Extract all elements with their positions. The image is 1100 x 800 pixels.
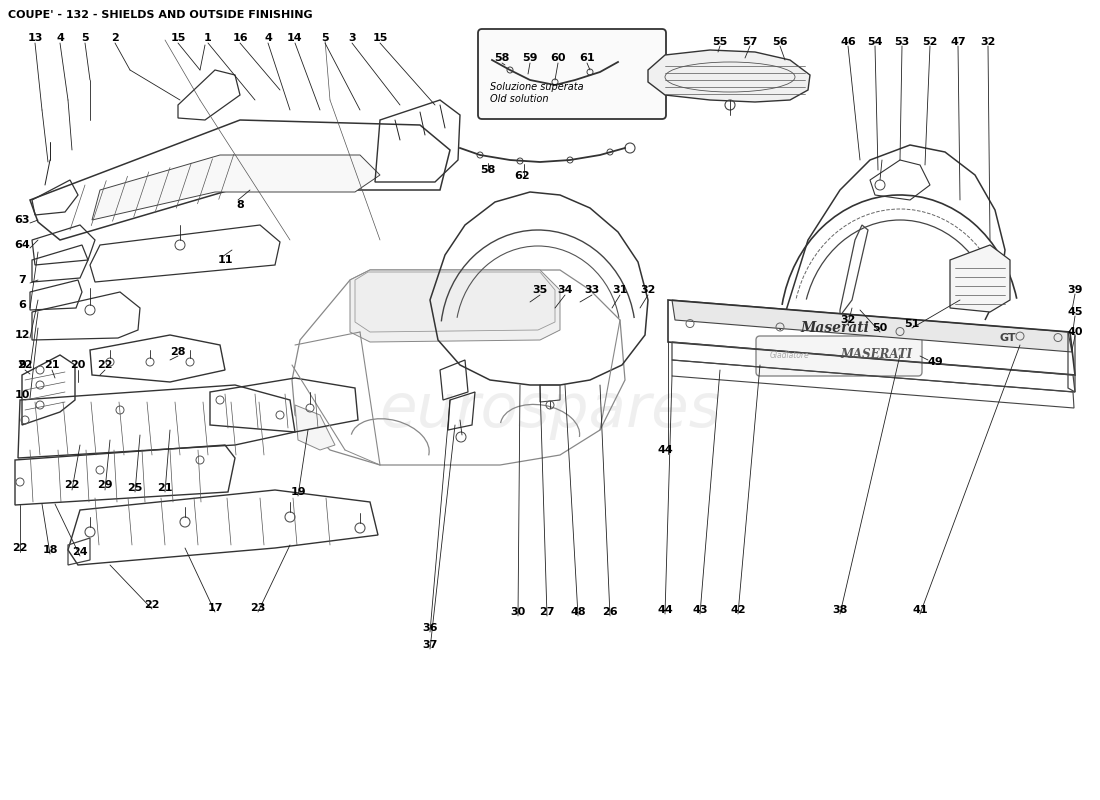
Text: GT: GT (1000, 333, 1016, 343)
Text: 58: 58 (494, 53, 509, 63)
Text: 8: 8 (236, 200, 244, 210)
Text: 36: 36 (422, 623, 438, 633)
Text: 62: 62 (514, 171, 530, 181)
Text: 7: 7 (18, 275, 26, 285)
Text: 44: 44 (657, 445, 673, 455)
Text: 33: 33 (584, 285, 600, 295)
Text: 5: 5 (81, 33, 89, 43)
Text: Old solution: Old solution (490, 94, 549, 104)
Text: 15: 15 (170, 33, 186, 43)
Text: 23: 23 (251, 603, 266, 613)
Text: 56: 56 (772, 37, 788, 47)
Text: 58: 58 (481, 165, 496, 175)
Text: 63: 63 (14, 215, 30, 225)
Text: 46: 46 (840, 37, 856, 47)
Polygon shape (950, 245, 1010, 312)
Polygon shape (92, 155, 380, 220)
Text: 11: 11 (218, 255, 233, 265)
Text: 24: 24 (73, 547, 88, 557)
Text: 21: 21 (44, 360, 59, 370)
Text: 22: 22 (144, 600, 159, 610)
Text: 22: 22 (12, 543, 28, 553)
Text: 45: 45 (1067, 307, 1082, 317)
Polygon shape (350, 270, 560, 342)
Text: 37: 37 (422, 640, 438, 650)
Text: 18: 18 (42, 545, 57, 555)
Text: 64: 64 (14, 240, 30, 250)
Text: 19: 19 (290, 487, 306, 497)
Text: 28: 28 (170, 347, 186, 357)
Text: 43: 43 (692, 605, 707, 615)
Text: 12: 12 (14, 330, 30, 340)
Text: 22: 22 (18, 360, 33, 370)
Text: 59: 59 (522, 53, 538, 63)
Text: 20: 20 (70, 360, 86, 370)
Text: 39: 39 (1067, 285, 1082, 295)
Text: 55: 55 (713, 37, 727, 47)
Text: 50: 50 (872, 323, 888, 333)
Polygon shape (295, 405, 336, 450)
Text: 54: 54 (867, 37, 882, 47)
Text: 47: 47 (950, 37, 966, 47)
Text: 5: 5 (321, 33, 329, 43)
Text: 1: 1 (205, 33, 212, 43)
Text: 2: 2 (111, 33, 119, 43)
Text: 61: 61 (580, 53, 595, 63)
Text: 42: 42 (730, 605, 746, 615)
Text: 31: 31 (613, 285, 628, 295)
Text: 52: 52 (922, 37, 937, 47)
Text: 57: 57 (742, 37, 758, 47)
Text: Maserati: Maserati (800, 321, 869, 335)
Text: 51: 51 (904, 319, 920, 329)
Polygon shape (672, 300, 1072, 352)
Text: 44: 44 (657, 605, 673, 615)
Text: 41: 41 (912, 605, 927, 615)
Polygon shape (355, 272, 556, 332)
Text: 30: 30 (510, 607, 526, 617)
Text: COUPE' - 132 - SHIELDS AND OUTSIDE FINISHING: COUPE' - 132 - SHIELDS AND OUTSIDE FINIS… (8, 10, 312, 20)
FancyBboxPatch shape (478, 29, 666, 119)
Text: Gladiatore: Gladiatore (770, 350, 810, 359)
Polygon shape (648, 50, 810, 102)
Text: 34: 34 (558, 285, 573, 295)
Text: 3: 3 (349, 33, 355, 43)
Text: 38: 38 (833, 605, 848, 615)
Text: eurospares: eurospares (379, 381, 720, 439)
Text: 48: 48 (570, 607, 586, 617)
Text: 22: 22 (64, 480, 79, 490)
Text: 32: 32 (640, 285, 656, 295)
Text: 4: 4 (56, 33, 64, 43)
Text: 17: 17 (207, 603, 222, 613)
Text: 10: 10 (14, 390, 30, 400)
Text: 25: 25 (128, 483, 143, 493)
Text: 53: 53 (894, 37, 910, 47)
Text: 49: 49 (927, 357, 943, 367)
Text: 16: 16 (232, 33, 248, 43)
Text: 40: 40 (1067, 327, 1082, 337)
Text: 29: 29 (97, 480, 113, 490)
Text: 9: 9 (18, 360, 26, 370)
Text: 21: 21 (157, 483, 173, 493)
Text: 60: 60 (550, 53, 565, 63)
Text: 32: 32 (980, 37, 996, 47)
Text: 22: 22 (97, 360, 112, 370)
Text: 4: 4 (264, 33, 272, 43)
Text: MASERATI: MASERATI (840, 349, 912, 362)
Text: 13: 13 (28, 33, 43, 43)
Text: 27: 27 (539, 607, 554, 617)
Text: 35: 35 (532, 285, 548, 295)
Text: 6: 6 (18, 300, 26, 310)
Text: 32: 32 (840, 315, 856, 325)
FancyBboxPatch shape (756, 336, 922, 376)
Text: 15: 15 (372, 33, 387, 43)
Text: 26: 26 (602, 607, 618, 617)
Text: Soluzione superata: Soluzione superata (490, 82, 584, 92)
Text: 14: 14 (287, 33, 303, 43)
